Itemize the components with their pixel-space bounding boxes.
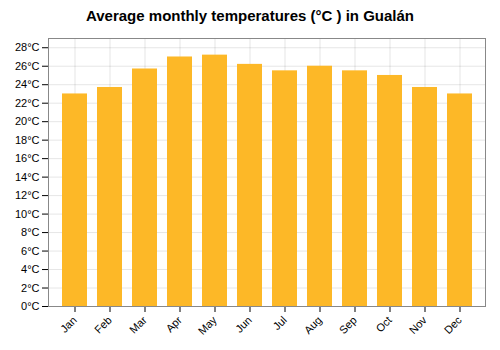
svg-text:16°C: 16°C: [15, 152, 40, 164]
svg-text:Jul: Jul: [270, 314, 288, 332]
svg-text:12°C: 12°C: [15, 189, 40, 201]
svg-text:Apr: Apr: [163, 314, 184, 335]
svg-text:May: May: [196, 313, 220, 337]
svg-text:6°C: 6°C: [21, 245, 40, 257]
svg-text:Mar: Mar: [127, 314, 149, 336]
svg-text:20°C: 20°C: [15, 115, 40, 127]
svg-text:28°C: 28°C: [15, 41, 40, 53]
svg-text:22°C: 22°C: [15, 97, 40, 109]
svg-text:2°C: 2°C: [21, 282, 40, 294]
svg-text:Dec: Dec: [442, 313, 465, 336]
svg-text:Aug: Aug: [302, 314, 324, 336]
svg-text:26°C: 26°C: [15, 60, 40, 72]
svg-text:Jun: Jun: [233, 314, 254, 335]
svg-text:4°C: 4°C: [21, 263, 40, 275]
svg-text:Nov: Nov: [407, 313, 430, 336]
svg-text:24°C: 24°C: [15, 78, 40, 90]
svg-text:10°C: 10°C: [15, 208, 40, 220]
html-text:Average monthly temperatures (: Average monthly temperatures (°C ) in Gu…: [86, 7, 414, 24]
svg-text:18°C: 18°C: [15, 134, 40, 146]
svg-text:14°C: 14°C: [15, 171, 40, 183]
svg-text:Oct: Oct: [373, 314, 394, 335]
svg-text:Feb: Feb: [92, 314, 114, 336]
svg-text:Jan: Jan: [58, 314, 79, 335]
svg-text:0°C: 0°C: [21, 300, 40, 312]
svg-text:8°C: 8°C: [21, 226, 40, 238]
svg-text:Sep: Sep: [337, 314, 359, 336]
